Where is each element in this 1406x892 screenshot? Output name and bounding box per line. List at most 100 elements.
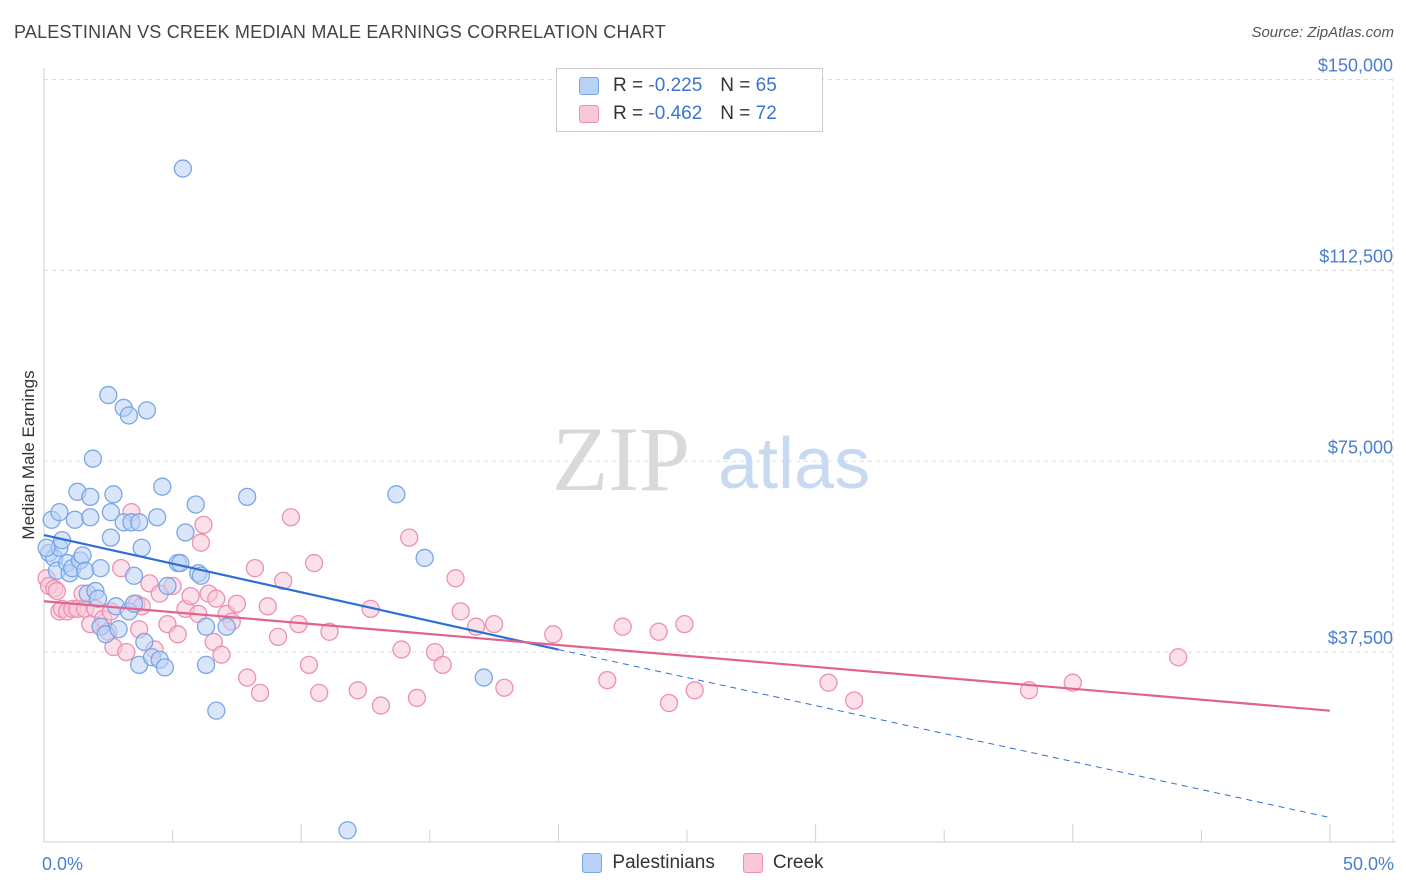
source-label: Source: ZipAtlas.com	[1251, 24, 1394, 41]
y-tick-label: $150,000	[1318, 56, 1393, 76]
trend-line-palestinians-extension	[558, 649, 1331, 819]
data-point	[407, 688, 427, 708]
data-point	[474, 668, 493, 687]
data-point	[245, 558, 265, 578]
data-point	[137, 401, 157, 420]
data-point	[238, 668, 257, 687]
data-point	[371, 696, 391, 715]
data-point	[196, 617, 216, 636]
data-point	[119, 406, 139, 425]
data-point	[148, 508, 167, 527]
correlation-legend: R = -0.225 N = 65 R = -0.462 N = 72	[556, 68, 823, 132]
data-point	[649, 622, 668, 641]
legend-row-palestinians: R = -0.225 N = 65	[579, 74, 777, 98]
data-point	[400, 528, 419, 547]
data-point	[299, 655, 319, 674]
data-point	[135, 632, 154, 652]
trend-line-palestinians	[43, 533, 559, 651]
legend-swatch-pink	[742, 853, 763, 873]
data-point	[544, 625, 563, 644]
trend-line-creek	[43, 600, 1331, 712]
data-point	[598, 670, 617, 690]
data-point	[212, 645, 231, 664]
legend-swatch-blue	[582, 853, 603, 873]
data-point	[685, 681, 704, 700]
data-point	[387, 485, 406, 504]
y-tick-label: $112,500	[1319, 246, 1393, 266]
data-point	[65, 510, 85, 529]
legend-label-creek: Creek	[772, 852, 824, 873]
data-point	[446, 569, 465, 588]
data-point	[484, 614, 504, 634]
legend-r-label: R =	[613, 103, 644, 124]
data-point	[153, 477, 172, 496]
watermark-zip: ZIP	[552, 408, 690, 510]
legend-swatch-blue	[579, 77, 599, 95]
data-point	[196, 655, 216, 674]
legend-item-creek: Creek	[742, 852, 824, 874]
legend-n-value: 72	[755, 103, 777, 124]
y-tick-label: $37,500	[1328, 628, 1393, 648]
data-point	[176, 523, 195, 542]
data-point	[451, 602, 470, 621]
data-point	[109, 620, 128, 639]
legend-item-palestinians: Palestinians	[582, 852, 715, 874]
legend-row-creek: R = -0.462 N = 72	[579, 102, 777, 126]
data-point	[99, 385, 118, 405]
data-point	[819, 673, 838, 692]
data-point	[392, 640, 411, 659]
data-point	[268, 627, 288, 647]
data-point	[320, 622, 339, 641]
data-point	[37, 538, 56, 557]
data-point	[845, 691, 864, 710]
data-point	[50, 503, 69, 522]
data-point	[173, 159, 193, 178]
data-point	[207, 589, 226, 608]
legend-n-label: N =	[720, 103, 751, 124]
data-point	[207, 701, 226, 720]
trend-lines	[43, 533, 1331, 819]
data-point	[83, 449, 103, 468]
data-point	[310, 683, 329, 702]
legend-label-palestinians: Palestinians	[612, 852, 715, 873]
legend-n-label: N =	[720, 75, 751, 96]
data-point	[495, 678, 514, 697]
series-palestinians	[37, 159, 493, 840]
x-tick-label: 50.0%	[1343, 854, 1394, 874]
data-point	[186, 495, 205, 514]
data-point	[104, 485, 123, 504]
data-point	[181, 586, 200, 606]
data-point	[1063, 673, 1082, 692]
data-point	[81, 487, 100, 507]
data-point	[1169, 648, 1188, 667]
x-tick-label: 0.0%	[42, 854, 83, 874]
data-point	[675, 614, 694, 634]
data-point	[117, 642, 136, 662]
data-point	[101, 503, 121, 522]
data-point	[613, 617, 632, 636]
data-point	[124, 566, 144, 585]
data-point	[130, 513, 149, 532]
data-point	[158, 576, 177, 596]
data-point	[250, 683, 270, 702]
data-point	[338, 821, 357, 840]
legend-r-value: -0.225	[648, 75, 703, 96]
data-point	[81, 508, 100, 527]
series-creek	[37, 503, 1188, 715]
legend-swatch-pink	[579, 105, 599, 123]
data-point	[433, 655, 452, 674]
y-axis-label: Median Male Earnings	[19, 370, 38, 539]
legend-r-value: -0.462	[648, 103, 703, 124]
axes	[43, 68, 1396, 843]
data-point	[258, 597, 277, 616]
legend-r-label: R =	[613, 75, 644, 96]
tick-labels: $37,500 $75,000 $112,500 $150,000 0.0% 50.0%	[42, 56, 1394, 875]
data-point	[73, 546, 92, 565]
data-point	[191, 533, 211, 552]
data-point	[217, 617, 236, 636]
series-legend: Palestinians Creek	[0, 852, 1406, 874]
data-point	[238, 487, 257, 507]
data-point	[304, 553, 324, 573]
data-point	[281, 508, 301, 527]
